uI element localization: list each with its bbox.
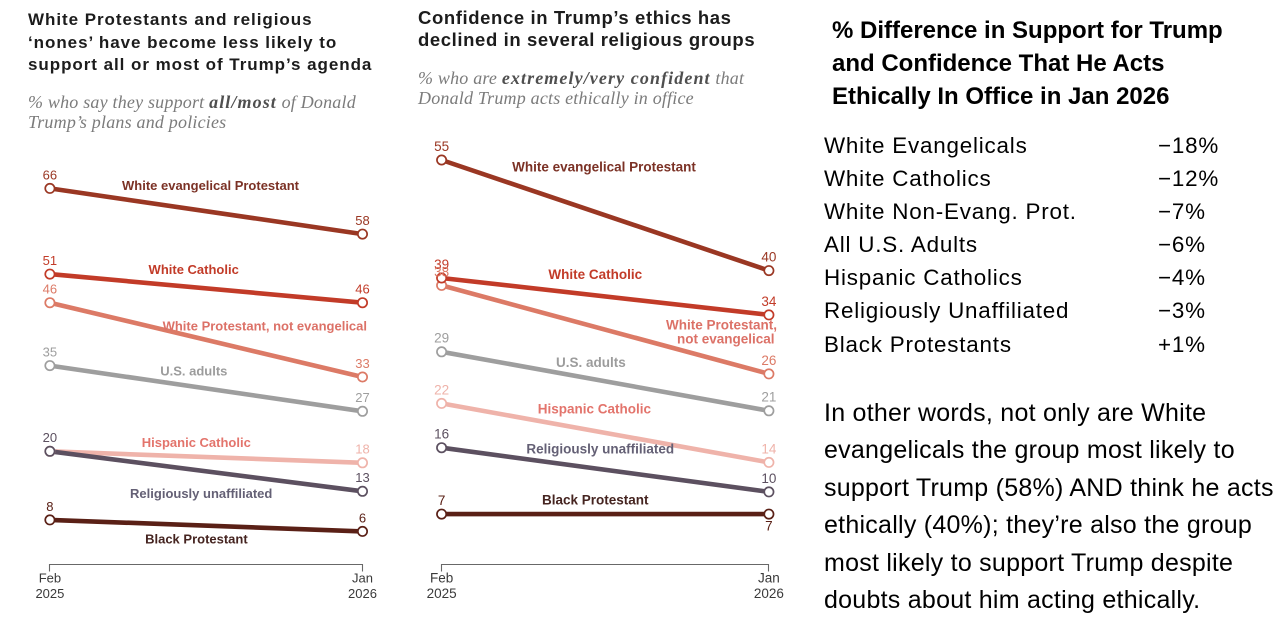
svg-text:46: 46 (355, 282, 369, 297)
svg-text:White Protestant, not evangeli: White Protestant, not evangelical (163, 318, 367, 333)
svg-text:Black Protestant: Black Protestant (145, 531, 248, 546)
svg-text:6: 6 (359, 510, 366, 525)
svg-text:18: 18 (355, 442, 369, 457)
svg-text:22: 22 (434, 382, 449, 397)
svg-text:16: 16 (434, 427, 449, 442)
svg-text:46: 46 (43, 282, 57, 297)
svg-text:Feb: Feb (39, 571, 61, 586)
svg-text:Jan: Jan (758, 571, 780, 586)
svg-text:2026: 2026 (348, 586, 377, 601)
svg-text:13: 13 (355, 470, 369, 485)
svg-text:not evangelical: not evangelical (677, 332, 775, 347)
svg-text:U.S. adults: U.S. adults (160, 363, 227, 378)
svg-text:26: 26 (761, 353, 776, 368)
svg-text:27: 27 (355, 390, 369, 405)
svg-text:Hispanic Catholic: Hispanic Catholic (142, 435, 251, 450)
svg-text:10: 10 (761, 471, 776, 486)
svg-text:34: 34 (761, 294, 777, 309)
svg-text:2026: 2026 (754, 586, 784, 601)
svg-text:2025: 2025 (427, 586, 457, 601)
svg-text:2025: 2025 (35, 586, 64, 601)
svg-text:7: 7 (765, 519, 773, 534)
svg-text:White evangelical Protestant: White evangelical Protestant (122, 178, 300, 193)
svg-text:Jan: Jan (352, 571, 373, 586)
svg-text:Hispanic Catholic: Hispanic Catholic (538, 401, 652, 416)
svg-text:66: 66 (43, 167, 57, 182)
svg-text:51: 51 (43, 253, 57, 268)
svg-text:35: 35 (43, 345, 57, 360)
svg-text:Religiously unaffiliated: Religiously unaffiliated (526, 441, 674, 456)
svg-text:Feb: Feb (430, 571, 453, 586)
svg-text:White Catholic: White Catholic (548, 267, 642, 282)
svg-text:55: 55 (434, 139, 449, 154)
svg-text:33: 33 (355, 356, 369, 371)
svg-text:29: 29 (434, 331, 449, 346)
svg-text:Religiously unaffiliated: Religiously unaffiliated (130, 486, 272, 501)
svg-text:20: 20 (43, 430, 57, 445)
svg-text:8: 8 (46, 499, 53, 514)
svg-text:14: 14 (761, 441, 777, 456)
svg-text:7: 7 (438, 493, 446, 508)
svg-text:40: 40 (761, 250, 776, 265)
svg-text:Black Protestant: Black Protestant (542, 493, 649, 508)
svg-text:58: 58 (355, 213, 369, 228)
svg-text:White Catholic: White Catholic (149, 262, 239, 277)
svg-text:U.S. adults: U.S. adults (556, 355, 626, 370)
svg-text:21: 21 (761, 390, 776, 405)
svg-text:38: 38 (434, 264, 449, 279)
svg-text:39: 39 (434, 257, 449, 272)
svg-text:White evangelical Protestant: White evangelical Protestant (512, 160, 696, 175)
svg-text:White Protestant,: White Protestant, (666, 317, 777, 332)
